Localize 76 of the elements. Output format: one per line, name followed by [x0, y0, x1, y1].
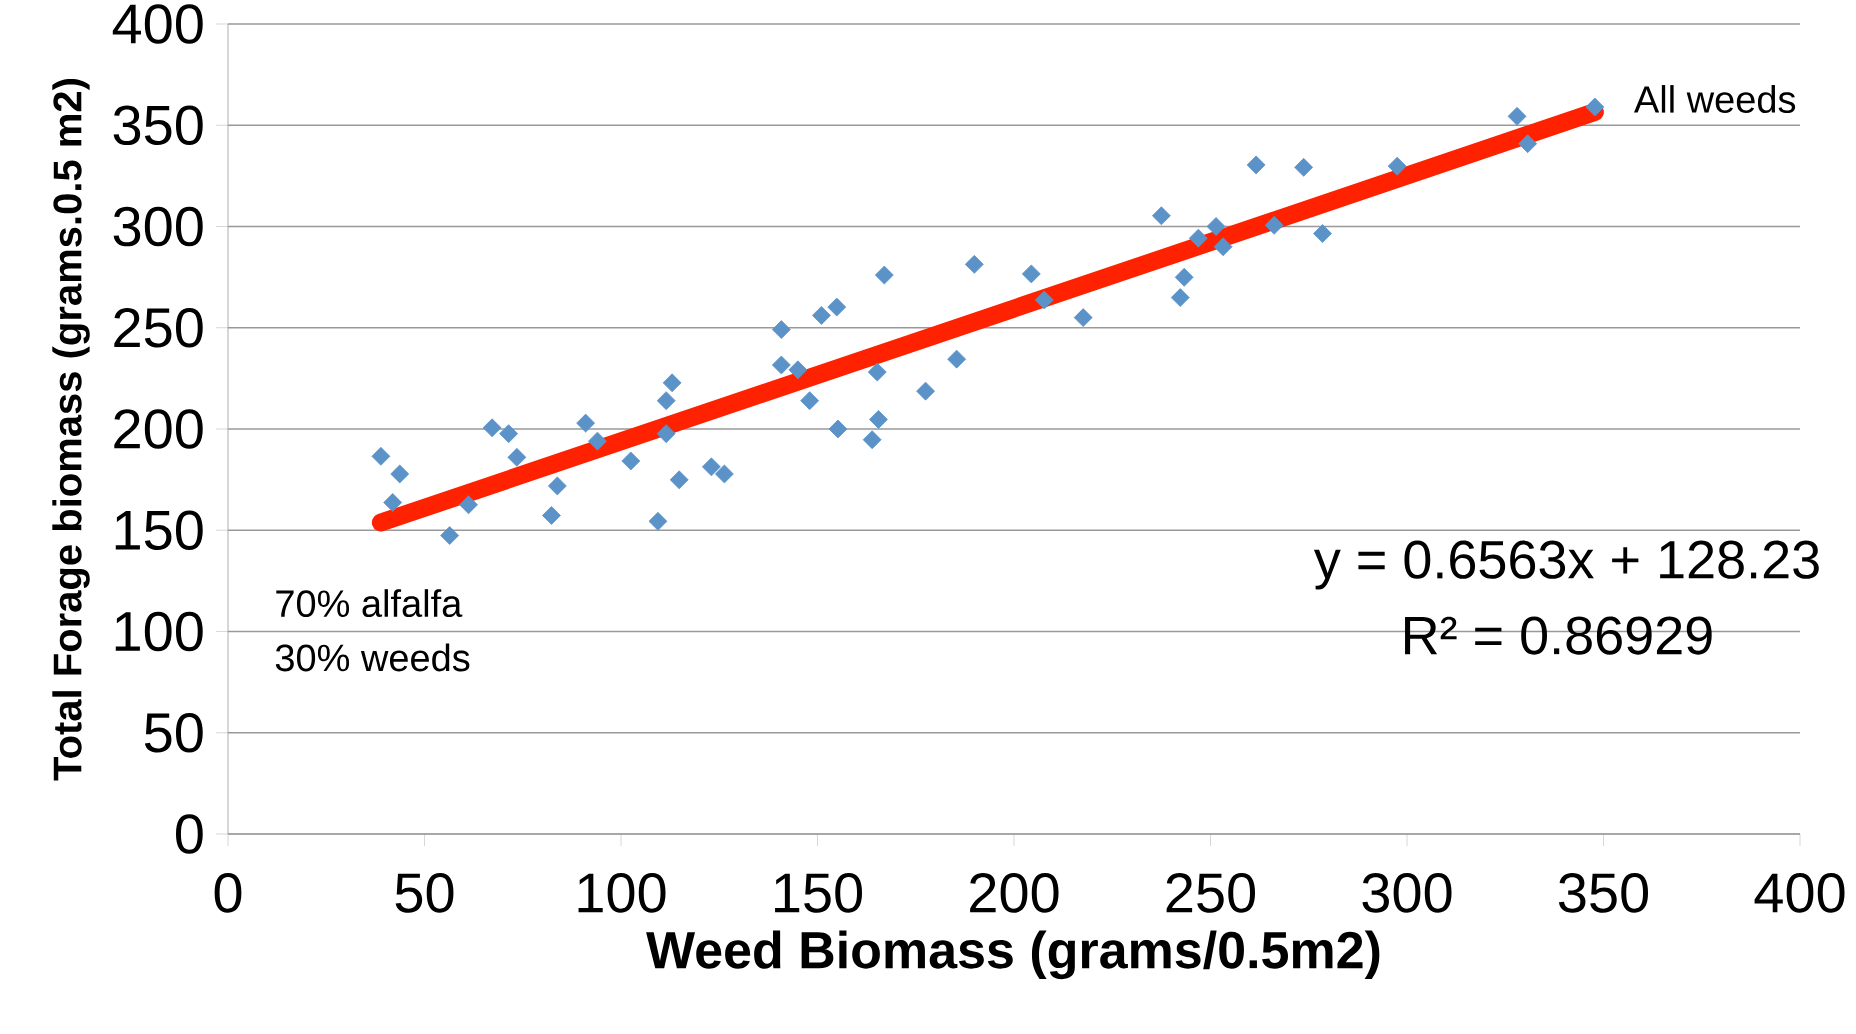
y-tick-label: 300 [113, 206, 203, 247]
point [662, 373, 682, 393]
point [507, 447, 527, 467]
point [1188, 228, 1208, 248]
point [1213, 237, 1233, 257]
annotation: 30% weeds [275, 643, 470, 672]
point [1174, 267, 1194, 287]
y-tick-label: 200 [114, 409, 203, 449]
point [1170, 288, 1190, 307]
point [916, 381, 935, 401]
point [771, 355, 791, 375]
point [482, 418, 502, 438]
y-tick-label: 250 [114, 307, 203, 348]
x-tick-label: 100 [578, 873, 666, 913]
annotation: 70% alfalfa [276, 589, 463, 618]
point [371, 446, 391, 466]
point [869, 410, 888, 429]
x-tick-label: 300 [1362, 873, 1452, 913]
point [1264, 215, 1284, 235]
point [499, 424, 519, 444]
point [947, 349, 967, 369]
point [1246, 155, 1266, 175]
point [964, 254, 984, 274]
point [390, 464, 410, 484]
x-tick-label: 150 [775, 873, 863, 913]
x-tick-label: 250 [1166, 873, 1256, 913]
point [588, 431, 607, 451]
y-tick-label: 350 [113, 105, 203, 146]
x-tick-label: 50 [395, 873, 454, 913]
annotation: All weeds [1634, 85, 1796, 113]
point [788, 360, 808, 380]
y-tick-label: 100 [115, 611, 203, 652]
point [1073, 308, 1093, 328]
point [656, 424, 676, 444]
point [862, 430, 882, 450]
x-tick-label: 350 [1558, 873, 1649, 913]
point [648, 511, 668, 531]
point [656, 391, 676, 411]
point [1206, 217, 1226, 236]
point [714, 464, 734, 484]
point [827, 297, 847, 317]
x-tick-label: 200 [970, 873, 1059, 913]
point [800, 391, 820, 411]
point [771, 320, 791, 339]
point [867, 362, 887, 382]
annotation: y = 0.6563x + 128.23 [1313, 540, 1819, 590]
point [1021, 264, 1041, 284]
y-tick-label: 0 [175, 814, 203, 854]
y-axis-title: Total Forage biomass (grams.0.5 m2) [52, 79, 90, 781]
point [812, 305, 831, 325]
point [547, 476, 567, 496]
point [542, 506, 561, 525]
point [1387, 156, 1407, 176]
point [1507, 106, 1527, 126]
x-tick-label: 400 [1754, 873, 1845, 913]
x-tick-label: 0 [214, 873, 242, 913]
point [702, 457, 721, 477]
point [1294, 157, 1314, 177]
point [1034, 290, 1054, 310]
y-tick-label: 50 [144, 712, 203, 753]
point [1313, 224, 1332, 243]
point [1585, 97, 1605, 117]
point [621, 451, 641, 471]
point [669, 470, 689, 490]
x-axis-title: Weed Biomass (grams/0.5m2) [646, 930, 1380, 980]
point [440, 526, 460, 545]
y-tick-label: 150 [115, 510, 203, 551]
point [1151, 206, 1171, 226]
point [459, 495, 478, 515]
point [828, 419, 848, 439]
point [874, 265, 894, 285]
point [1518, 134, 1538, 154]
point [576, 413, 596, 433]
annotation: R² = 0.86929 [1405, 616, 1712, 655]
point [383, 493, 403, 512]
y-tick-label: 400 [112, 4, 203, 44]
